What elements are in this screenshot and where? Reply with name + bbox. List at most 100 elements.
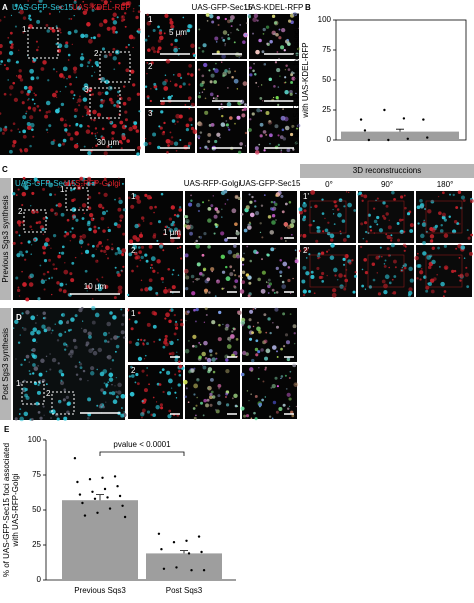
speck [164, 334, 168, 338]
speck [131, 125, 134, 127]
speck [103, 177, 107, 181]
speck [206, 147, 209, 150]
speck [390, 239, 393, 242]
speck [271, 345, 277, 350]
speck [74, 365, 78, 368]
speck [282, 261, 288, 267]
speck [265, 348, 271, 354]
speck [345, 191, 348, 193]
speck [209, 92, 214, 97]
speck [207, 199, 210, 202]
speck [164, 286, 167, 289]
speck [18, 382, 22, 386]
speck [91, 8, 95, 12]
speck [428, 281, 432, 286]
speck [195, 414, 197, 417]
speck [417, 222, 420, 225]
speck [283, 222, 289, 227]
speck [218, 323, 221, 327]
speck [101, 245, 104, 247]
speck [41, 324, 46, 329]
speck [226, 87, 229, 89]
speck [162, 281, 164, 283]
side-bar [0, 178, 11, 300]
speck [326, 231, 331, 236]
speck [312, 219, 315, 223]
speck [199, 131, 203, 134]
speck [32, 135, 35, 138]
speck [235, 231, 240, 236]
bar [146, 553, 222, 580]
speck [156, 271, 159, 274]
speck [30, 349, 33, 352]
speck [0, 112, 2, 115]
speck [120, 413, 125, 418]
speck [105, 210, 109, 213]
speck [83, 145, 86, 148]
speck [111, 243, 113, 245]
speck [376, 272, 378, 274]
speck [280, 115, 286, 121]
speck [286, 407, 290, 410]
speck [262, 100, 264, 102]
speck [187, 310, 190, 314]
speck [439, 229, 444, 233]
speck [236, 88, 238, 90]
speck [246, 245, 249, 248]
speck [209, 392, 213, 396]
speck [290, 410, 294, 414]
speck [316, 229, 321, 234]
speck [74, 256, 77, 259]
speck [97, 347, 103, 353]
speck [113, 335, 118, 340]
speck [328, 249, 330, 251]
speck [255, 49, 260, 55]
speck [162, 249, 165, 252]
speck [164, 225, 167, 228]
speck [462, 199, 466, 203]
speck [114, 198, 116, 201]
speck [271, 208, 275, 212]
micrograph [185, 191, 240, 243]
speck [10, 14, 13, 17]
speck [275, 410, 279, 414]
speck [353, 274, 357, 278]
speck [157, 145, 161, 150]
speck [173, 74, 175, 76]
speck [63, 388, 67, 391]
speck [264, 366, 268, 369]
speck [448, 215, 451, 218]
speck [97, 226, 101, 230]
speck [232, 253, 237, 259]
speck [264, 368, 267, 371]
speck [140, 338, 143, 341]
speck [68, 353, 71, 356]
speck [25, 354, 30, 359]
speck [285, 64, 288, 68]
speck [174, 358, 179, 362]
speck [361, 199, 364, 202]
speck [118, 199, 123, 205]
speck [259, 96, 263, 100]
speck [101, 276, 104, 279]
error-bar [180, 550, 188, 554]
speck [384, 259, 387, 262]
speck [172, 292, 174, 294]
speck [9, 149, 13, 154]
speck [279, 270, 283, 274]
speck [14, 319, 19, 325]
micrograph [242, 245, 297, 297]
speck [106, 257, 110, 260]
speck [292, 277, 294, 280]
speck [237, 196, 241, 201]
speck [121, 16, 124, 18]
micrograph [197, 14, 247, 59]
speck [416, 205, 421, 210]
speck [169, 18, 173, 22]
speck [144, 38, 148, 42]
speck [38, 372, 43, 377]
speck [49, 27, 53, 31]
speck [268, 282, 273, 286]
speck [73, 70, 77, 74]
panel-label: E [4, 425, 10, 434]
